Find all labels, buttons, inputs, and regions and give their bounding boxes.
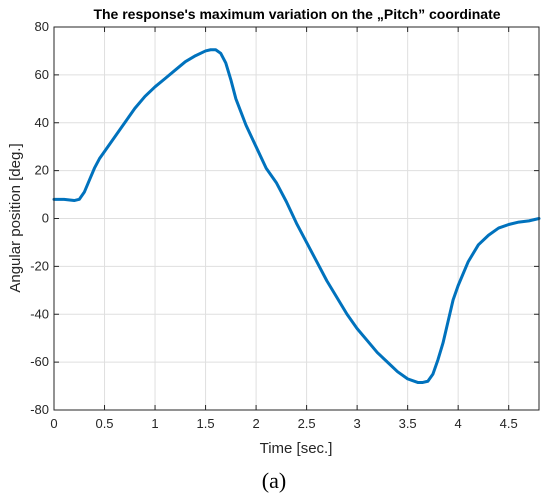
- y-tick-label: -40: [30, 306, 49, 321]
- x-tick-label: 2.5: [298, 416, 316, 431]
- y-ticks: -80 -60 -40 -20 0 20 40 60 80: [30, 19, 539, 417]
- x-tick-label: 4: [455, 416, 462, 431]
- y-tick-label: 80: [35, 19, 49, 34]
- series-layer: [52, 26, 541, 411]
- x-tick-label: 3.5: [399, 416, 417, 431]
- x-tick-label: 2: [252, 416, 259, 431]
- chart-title: The response's maximum variation on the …: [93, 6, 500, 22]
- x-axis-label: Time [sec.]: [260, 440, 333, 457]
- y-tick-label: 20: [35, 163, 49, 178]
- x-tick-label: 1.5: [197, 416, 215, 431]
- x-tick-label: 0: [50, 416, 57, 431]
- x-tick-label: 3: [354, 416, 361, 431]
- plot-area: 0 0.5 1 1.5 2 2.5 3 3.5 4 4.5 -80 -60 -40 -20 0 20 40 60…: [30, 19, 541, 431]
- y-tick-label: 0: [42, 211, 49, 226]
- x-tick-label: 4.5: [500, 416, 518, 431]
- series-line: [52, 48, 541, 384]
- y-tick-label: -80: [30, 402, 49, 417]
- plot-border: [53, 26, 540, 411]
- figure-caption: (a): [262, 468, 286, 493]
- y-tick-label: -20: [30, 258, 49, 273]
- y-tick-label: 40: [35, 115, 49, 130]
- y-tick-label: -60: [30, 354, 49, 369]
- x-tick-label: 1: [151, 416, 158, 431]
- y-axis-label: Angular position [deg.]: [7, 143, 24, 292]
- x-tick-label: 0.5: [95, 416, 113, 431]
- y-tick-label: 60: [35, 67, 49, 82]
- x-ticks: 0 0.5 1 1.5 2 2.5 3 3.5 4 4.5: [50, 27, 518, 431]
